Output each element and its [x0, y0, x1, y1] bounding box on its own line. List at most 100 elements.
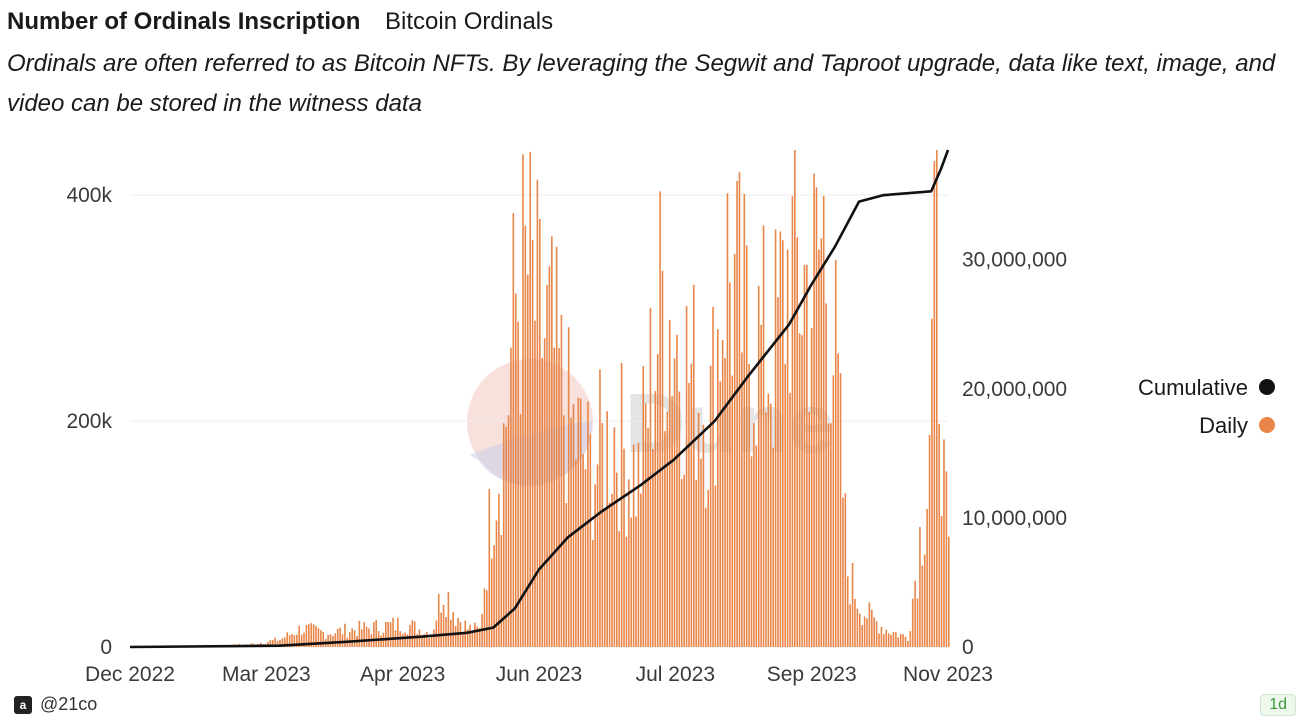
- daily-bar: [604, 510, 606, 647]
- daily-bar: [828, 423, 830, 647]
- daily-bar: [878, 633, 880, 647]
- daily-bar: [943, 439, 945, 647]
- daily-bar: [746, 245, 748, 647]
- daily-bar: [705, 508, 707, 647]
- daily-bar: [748, 364, 750, 647]
- daily-bar: [917, 598, 919, 647]
- daily-bar: [816, 187, 818, 647]
- daily-bar: [520, 414, 522, 647]
- daily-bar: [900, 634, 902, 647]
- y-right-tick-label: 30,000,000: [962, 249, 1067, 272]
- daily-bar: [337, 629, 339, 647]
- daily-bar: [630, 518, 632, 647]
- daily-bar: [363, 622, 365, 647]
- y-left-tick-label: 400k: [66, 184, 112, 207]
- daily-bar: [760, 325, 762, 647]
- x-tick-label: Sep 2023: [767, 663, 857, 686]
- daily-bar: [934, 161, 936, 647]
- daily-bar: [472, 632, 474, 647]
- daily-bar: [544, 338, 546, 647]
- y-left-tick-label: 200k: [66, 410, 112, 433]
- x-tick-label: Dec 2022: [85, 663, 175, 686]
- daily-bar: [436, 620, 438, 647]
- daily-bar: [614, 427, 616, 647]
- daily-bar: [414, 621, 416, 647]
- daily-bar: [936, 150, 938, 647]
- daily-bar: [753, 423, 755, 647]
- daily-bar: [599, 369, 601, 647]
- daily-bar: [375, 620, 377, 647]
- daily-bar: [869, 602, 871, 647]
- daily-bar: [513, 213, 515, 647]
- daily-bar: [852, 563, 854, 647]
- daily-bar: [861, 625, 863, 647]
- daily-bar: [825, 303, 827, 647]
- daily-bar: [387, 622, 389, 647]
- daily-bar: [638, 443, 640, 647]
- daily-bar: [763, 225, 765, 647]
- daily-bar: [642, 366, 644, 647]
- daily-bar: [522, 154, 524, 647]
- daily-bar: [777, 297, 779, 647]
- daily-bar: [462, 634, 464, 647]
- daily-bar: [351, 628, 353, 647]
- daily-bar: [727, 193, 729, 647]
- daily-bar: [948, 537, 950, 647]
- daily-bar: [789, 393, 791, 647]
- daily-bar: [744, 194, 746, 647]
- daily-bar: [392, 618, 394, 647]
- daily-bar: [830, 423, 832, 647]
- daily-bar: [914, 581, 916, 647]
- daily-bar: [647, 428, 649, 647]
- daily-bar: [443, 605, 445, 647]
- daily-bar: [426, 632, 428, 647]
- daily-bar: [527, 275, 529, 647]
- daily-bar: [910, 631, 912, 647]
- daily-bar: [657, 354, 659, 647]
- daily-bar: [597, 464, 599, 647]
- daily-bar: [758, 286, 760, 647]
- daily-bar: [623, 449, 625, 647]
- daily-bar: [525, 226, 527, 647]
- daily-bar: [700, 459, 702, 647]
- daily-bar: [515, 293, 517, 647]
- daily-bar: [558, 348, 560, 647]
- daily-bar: [801, 335, 803, 647]
- daily-bar: [590, 434, 592, 647]
- daily-bar: [782, 240, 784, 647]
- daily-bar: [402, 634, 404, 647]
- daily-bar: [876, 621, 878, 647]
- daily-bar: [611, 494, 613, 647]
- daily-bar: [907, 641, 909, 647]
- daily-bar: [768, 394, 770, 647]
- daily-bar: [729, 282, 731, 647]
- daily-bar: [693, 285, 695, 647]
- daily-bar: [407, 634, 409, 647]
- daily-bar: [606, 411, 608, 647]
- daily-bar: [946, 471, 948, 647]
- daily-bar: [573, 404, 575, 647]
- x-tick-label: Jun 2023: [496, 663, 582, 686]
- daily-bar: [683, 475, 685, 647]
- daily-bar: [626, 537, 628, 647]
- daily-bar: [404, 633, 406, 647]
- daily-bar: [676, 335, 678, 647]
- daily-bar: [770, 404, 772, 647]
- daily-bar: [722, 340, 724, 647]
- refresh-badge[interactable]: 1d: [1260, 694, 1296, 716]
- daily-bar: [491, 558, 493, 647]
- daily-bar: [717, 329, 719, 647]
- daily-bar: [715, 485, 717, 647]
- daily-bar: [784, 364, 786, 647]
- y-right-tick-label: 20,000,000: [962, 378, 1067, 401]
- daily-bar: [549, 266, 551, 647]
- daily-bar: [806, 265, 808, 647]
- daily-bar: [380, 635, 382, 647]
- daily-bar: [339, 628, 341, 647]
- daily-bar: [919, 527, 921, 647]
- y-left-tick-label: 0: [100, 636, 112, 659]
- daily-bar: [922, 566, 924, 647]
- daily-bar: [354, 630, 356, 647]
- daily-bar: [681, 479, 683, 647]
